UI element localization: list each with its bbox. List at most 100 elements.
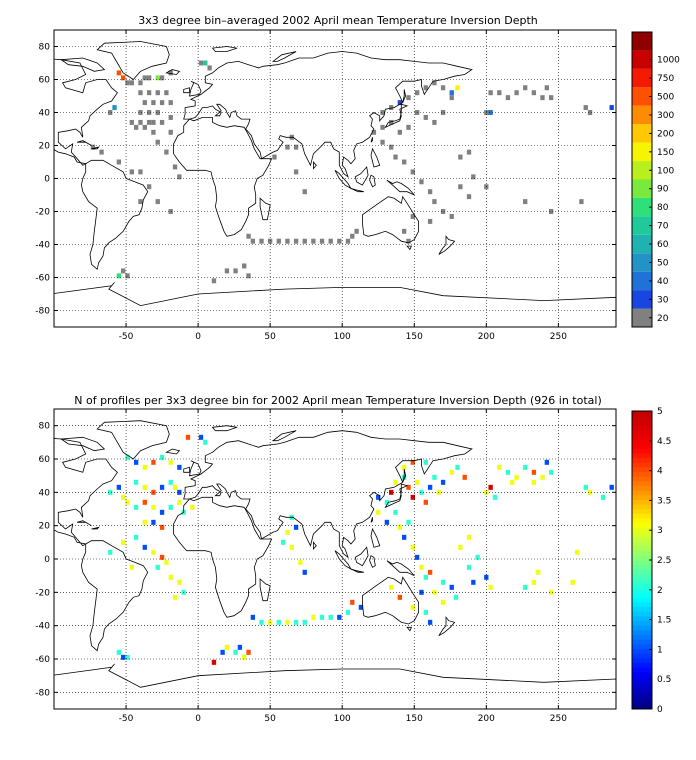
data-cell: [129, 119, 134, 125]
coastline: [406, 626, 413, 632]
colorbar-segment: [632, 471, 652, 477]
data-cell: [164, 90, 169, 96]
x-tick-label: 150: [406, 332, 423, 342]
colorbar-label: 4.5: [657, 437, 671, 447]
data-cell: [423, 459, 428, 465]
coastline: [15, 94, 21, 97]
x-tick-label: 200: [478, 714, 495, 724]
data-cell: [133, 124, 139, 130]
x-tick-label: 0: [195, 332, 201, 342]
data-cell: [492, 494, 498, 500]
colorbar-label: 750: [657, 74, 674, 84]
data-cell: [151, 504, 156, 510]
data-cell: [523, 85, 528, 91]
colorbar-segment: [632, 639, 652, 645]
y-tick-label: -20: [35, 208, 50, 218]
data-cell: [116, 649, 122, 655]
data-cell: [410, 459, 415, 465]
colorbar-segment: [632, 290, 652, 309]
colorbar-segment: [632, 142, 652, 162]
data-cell: [397, 524, 403, 530]
data-cell: [259, 238, 264, 244]
data-cell: [389, 489, 394, 495]
data-cell: [177, 489, 182, 495]
coastline: [96, 41, 170, 81]
data-cell: [203, 60, 208, 66]
data-cell: [531, 579, 537, 585]
y-tick-label: 40: [39, 488, 51, 498]
colorbar-label: 100: [657, 166, 674, 176]
data-cell: [427, 218, 433, 224]
data-cell: [198, 60, 204, 66]
colorbar-segment: [632, 657, 652, 663]
data-cell: [432, 589, 437, 595]
data-cell: [242, 654, 247, 660]
grid: [54, 409, 616, 709]
y-tick-label: 80: [39, 422, 51, 432]
data-cell: [302, 569, 307, 575]
colorbar-label: 4: [657, 467, 663, 477]
data-cell: [432, 119, 437, 125]
colorbar-segment: [632, 550, 652, 556]
data-cell: [151, 119, 156, 125]
data-cell: [168, 504, 173, 510]
data-cell: [159, 509, 165, 515]
data-cell: [151, 459, 156, 465]
coastline: [271, 51, 297, 62]
data-cell: [116, 273, 122, 279]
data-cell: [151, 100, 156, 106]
data-cell: [211, 659, 217, 665]
coastline: [165, 448, 181, 455]
data-cell: [393, 154, 398, 160]
colorbar-label: 30: [657, 295, 669, 305]
data-cell: [449, 469, 454, 475]
data-cell: [440, 599, 446, 605]
colorbar-segment: [632, 611, 652, 617]
data-cell: [159, 484, 165, 490]
data-cell: [280, 539, 286, 545]
data-cell: [488, 584, 493, 590]
data-cell: [121, 539, 126, 545]
colorbar-segment: [632, 555, 652, 561]
colorbar-label: 0.5: [657, 675, 671, 685]
data-cell: [112, 105, 117, 111]
colorbar-segment: [632, 564, 652, 570]
colorbar-label: 1000: [657, 56, 680, 66]
colorbar-segment: [632, 676, 652, 682]
data-cell: [237, 644, 243, 650]
data-cell: [246, 649, 251, 655]
data-cell: [514, 90, 519, 96]
data-cell: [185, 434, 191, 440]
data-cell: [389, 119, 394, 125]
data-cell: [172, 594, 178, 600]
panel2-title: N of profiles per 3x3 degree bin for 200…: [74, 394, 602, 407]
data-cell: [311, 614, 316, 620]
colorbar-segment: [632, 587, 652, 594]
coastline: [334, 550, 352, 571]
colorbar-segment: [632, 527, 652, 533]
data-cell: [544, 85, 549, 91]
data-cell: [488, 484, 493, 490]
colorbar-segment: [632, 485, 652, 491]
colorbar-segment: [632, 420, 652, 426]
data-cell: [155, 110, 160, 115]
data-cell: [462, 474, 467, 480]
colorbar-segment: [632, 434, 652, 440]
coastline: [362, 195, 419, 244]
colorbar-segment: [632, 452, 652, 459]
data-cell: [138, 199, 143, 205]
data-cell: [488, 90, 493, 96]
colorbar-label: 70: [657, 222, 669, 232]
data-cell: [587, 110, 593, 115]
x-tick-label: -50: [119, 714, 134, 724]
data-cell: [423, 85, 428, 91]
y-tick-label: -40: [35, 622, 50, 632]
coastline: [271, 430, 297, 442]
y-tick-label: -60: [35, 655, 50, 665]
data-cell: [177, 464, 182, 470]
data-cell: [125, 273, 130, 279]
data-cell: [410, 544, 415, 550]
data-cell: [514, 474, 519, 480]
data-cell: [293, 524, 299, 530]
coastline: [370, 147, 381, 168]
